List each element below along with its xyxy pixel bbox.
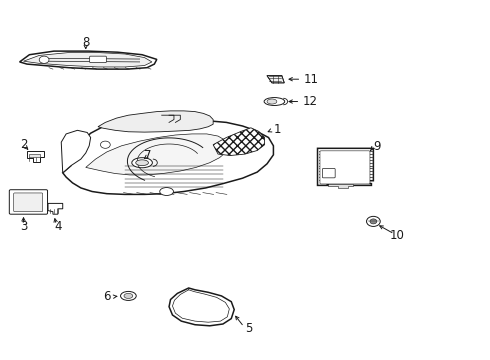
FancyBboxPatch shape — [9, 190, 48, 214]
Text: 9: 9 — [373, 140, 381, 153]
Ellipse shape — [136, 160, 148, 166]
Polygon shape — [267, 76, 284, 83]
Circle shape — [370, 219, 377, 224]
Polygon shape — [27, 151, 44, 162]
Polygon shape — [20, 51, 157, 69]
FancyBboxPatch shape — [14, 193, 43, 212]
Polygon shape — [29, 154, 40, 157]
Text: 3: 3 — [20, 220, 27, 233]
Circle shape — [39, 56, 49, 63]
Polygon shape — [326, 184, 353, 188]
Polygon shape — [63, 120, 273, 194]
Text: 1: 1 — [273, 123, 281, 136]
FancyBboxPatch shape — [322, 168, 335, 178]
Ellipse shape — [160, 188, 173, 195]
FancyBboxPatch shape — [320, 151, 370, 184]
Text: 4: 4 — [54, 220, 62, 233]
Ellipse shape — [267, 99, 277, 104]
Circle shape — [367, 216, 380, 226]
Polygon shape — [169, 288, 234, 326]
Ellipse shape — [121, 292, 136, 300]
Polygon shape — [318, 148, 373, 185]
Text: 6: 6 — [103, 291, 110, 303]
Ellipse shape — [264, 98, 285, 105]
Polygon shape — [98, 111, 213, 132]
Text: 12: 12 — [303, 95, 318, 108]
Text: 10: 10 — [390, 229, 404, 242]
Text: 7: 7 — [144, 149, 152, 162]
Polygon shape — [48, 203, 63, 214]
Text: 11: 11 — [304, 73, 319, 86]
Ellipse shape — [124, 293, 133, 298]
Polygon shape — [86, 134, 228, 175]
Text: 5: 5 — [245, 322, 252, 335]
Polygon shape — [24, 53, 152, 67]
Polygon shape — [267, 76, 284, 83]
Ellipse shape — [132, 158, 152, 168]
Text: 8: 8 — [82, 36, 90, 49]
Polygon shape — [213, 128, 265, 156]
Polygon shape — [61, 130, 91, 173]
Text: 2: 2 — [20, 138, 27, 151]
Circle shape — [100, 141, 110, 148]
FancyBboxPatch shape — [90, 56, 106, 63]
